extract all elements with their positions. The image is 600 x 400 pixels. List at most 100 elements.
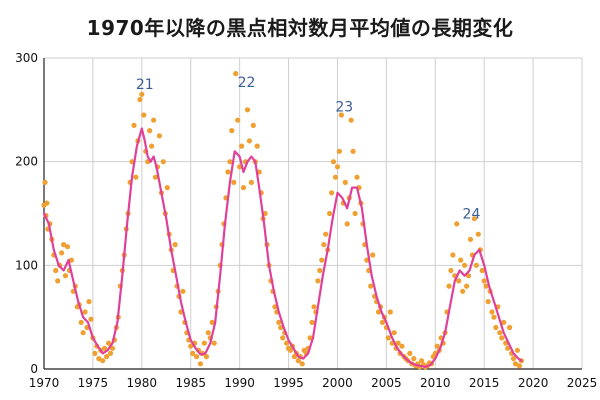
monthly-point — [197, 361, 204, 367]
monthly-point — [239, 143, 245, 149]
x-tick-label: 1995 — [273, 376, 304, 390]
monthly-point — [156, 133, 162, 139]
monthly-point — [62, 273, 69, 279]
monthly-point — [225, 169, 231, 175]
x-tick-label: 1980 — [127, 376, 158, 390]
y-tick-label: 200 — [15, 155, 38, 169]
monthly-point — [368, 283, 374, 289]
x-tick-label: 1985 — [175, 376, 206, 390]
monthly-point — [311, 304, 317, 310]
monthly-point — [387, 309, 393, 315]
monthly-point — [330, 159, 337, 165]
monthly-point — [505, 345, 511, 351]
y-tick-label: 100 — [15, 258, 38, 272]
monthly-point — [501, 319, 507, 325]
monthly-point — [379, 319, 386, 325]
monthly-point — [240, 185, 247, 191]
monthly-point — [491, 314, 497, 320]
monthly-point — [516, 363, 523, 369]
monthly-point — [446, 283, 452, 289]
monthly-point — [80, 330, 86, 336]
monthly-point — [512, 361, 519, 367]
monthly-point — [507, 324, 513, 331]
x-tick-label: 1975 — [78, 376, 109, 390]
monthly-point — [137, 96, 143, 103]
monthly-point — [479, 267, 485, 274]
monthly-point — [295, 358, 301, 364]
monthly-point — [88, 316, 94, 322]
monthly-point — [205, 330, 211, 336]
monthly-point — [141, 112, 147, 118]
monthly-point — [100, 358, 106, 364]
monthly-point — [309, 319, 315, 325]
monthly-point — [96, 356, 102, 362]
monthly-point — [233, 71, 239, 77]
monthly-point — [481, 278, 487, 284]
monthly-point — [510, 356, 517, 362]
monthly-point — [82, 309, 88, 315]
monthly-point — [299, 361, 305, 367]
monthly-point — [92, 350, 98, 356]
monthly-point — [338, 112, 344, 118]
monthly-point — [44, 200, 50, 206]
monthly-point — [131, 122, 137, 128]
monthly-point — [106, 340, 112, 346]
monthly-point — [151, 117, 157, 123]
monthly-point — [321, 242, 327, 248]
monthly-point — [497, 330, 503, 336]
monthly-point — [375, 309, 382, 315]
cycle-label: 21 — [136, 77, 154, 93]
y-tick-label: 0 — [30, 362, 38, 376]
monthly-point — [307, 335, 313, 341]
monthly-point — [133, 174, 139, 180]
monthly-point — [462, 262, 468, 268]
monthly-point — [59, 250, 65, 256]
monthly-point — [203, 354, 209, 360]
monthly-point — [139, 91, 145, 97]
monthly-point — [395, 340, 401, 346]
monthly-point — [229, 128, 235, 134]
monthly-point — [284, 340, 290, 346]
monthly-point — [107, 350, 114, 356]
monthly-point — [344, 221, 350, 227]
monthly-point — [352, 210, 358, 217]
monthly-point — [475, 231, 481, 237]
monthly-point — [350, 148, 356, 154]
monthly-point — [460, 288, 466, 294]
monthly-point — [317, 267, 323, 274]
tick-labels: 1970 1975 1980 1985 1990 1995 2000 2005 2010 2015… — [15, 51, 597, 390]
monthly-point — [419, 358, 425, 364]
monthly-point — [160, 159, 166, 165]
monthly-point — [61, 242, 67, 248]
monthly-point — [348, 117, 354, 123]
x-tick-label: 2005 — [371, 376, 402, 390]
monthly-point — [235, 117, 241, 123]
monthly-point — [450, 252, 456, 258]
monthly-point — [456, 278, 462, 284]
monthly-point — [42, 179, 48, 185]
monthly-point — [78, 319, 84, 325]
monthly-point — [391, 330, 397, 336]
monthly-point — [407, 350, 413, 356]
x-tick-label: 2015 — [469, 376, 500, 390]
grid — [43, 57, 583, 370]
monthly-point — [471, 216, 477, 222]
monthly-point — [104, 354, 110, 360]
x-tick-label: 2020 — [518, 376, 549, 390]
monthly-point — [188, 343, 194, 349]
monthly-point — [53, 267, 59, 274]
monthly-point — [152, 174, 159, 180]
x-tick-label: 1970 — [29, 376, 60, 390]
monthly-point — [514, 347, 521, 353]
x-tick-label: 2025 — [567, 376, 598, 390]
monthly-point — [287, 347, 294, 353]
monthly-point — [250, 122, 256, 128]
monthly-point — [411, 356, 417, 362]
monthly-point — [323, 231, 329, 237]
monthly-point — [458, 257, 464, 263]
monthly-point — [329, 190, 335, 196]
monthly-point — [172, 242, 178, 248]
monthly-point — [64, 244, 71, 250]
monthly-point — [180, 288, 186, 294]
